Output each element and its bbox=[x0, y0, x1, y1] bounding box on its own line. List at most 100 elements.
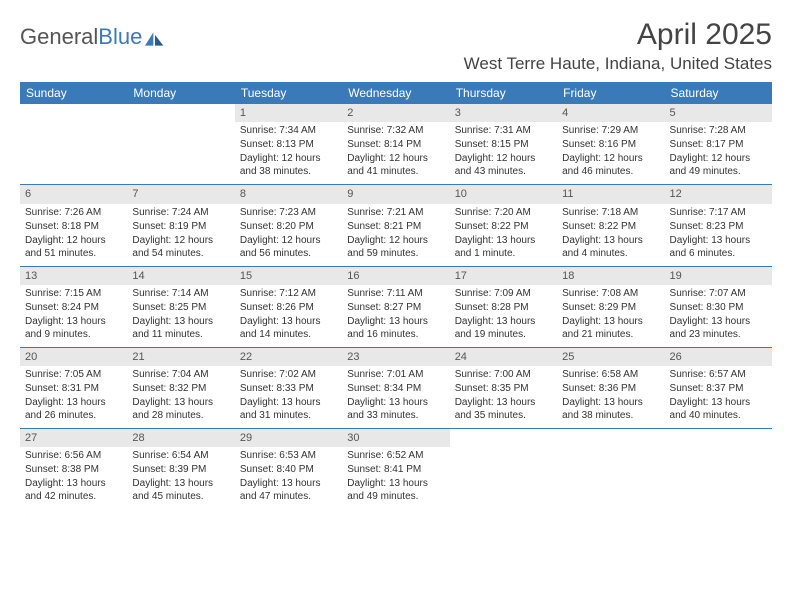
sunrise-text: Sunrise: 7:34 AM bbox=[240, 124, 337, 137]
sunrise-text: Sunrise: 7:09 AM bbox=[455, 287, 552, 300]
header: GeneralBlue April 2025 West Terre Haute,… bbox=[20, 18, 772, 74]
daylight-text: Daylight: 13 hours and 19 minutes. bbox=[455, 315, 552, 341]
calendar-cell: 20Sunrise: 7:05 AMSunset: 8:31 PMDayligh… bbox=[20, 348, 127, 428]
day-number: 6 bbox=[20, 185, 127, 203]
day-header-cell: Thursday bbox=[450, 82, 557, 104]
sunset-text: Sunset: 8:34 PM bbox=[347, 382, 444, 395]
daylight-text: Daylight: 13 hours and 23 minutes. bbox=[670, 315, 767, 341]
sunset-text: Sunset: 8:21 PM bbox=[347, 220, 444, 233]
day-number: 29 bbox=[235, 429, 342, 447]
day-number: 10 bbox=[450, 185, 557, 203]
sunrise-text: Sunrise: 7:17 AM bbox=[670, 206, 767, 219]
daylight-text: Daylight: 12 hours and 59 minutes. bbox=[347, 234, 444, 260]
daylight-text: Daylight: 13 hours and 47 minutes. bbox=[240, 477, 337, 503]
day-number: 22 bbox=[235, 348, 342, 366]
daylight-text: Daylight: 13 hours and 16 minutes. bbox=[347, 315, 444, 341]
calendar-cell: 17Sunrise: 7:09 AMSunset: 8:28 PMDayligh… bbox=[450, 267, 557, 347]
daylight-text: Daylight: 13 hours and 28 minutes. bbox=[132, 396, 229, 422]
calendar-cell: 22Sunrise: 7:02 AMSunset: 8:33 PMDayligh… bbox=[235, 348, 342, 428]
sunrise-text: Sunrise: 6:56 AM bbox=[25, 449, 122, 462]
calendar-cell-empty bbox=[450, 429, 557, 509]
day-number: 21 bbox=[127, 348, 234, 366]
calendar-cell-empty bbox=[20, 104, 127, 184]
day-number: 13 bbox=[20, 267, 127, 285]
day-number: 19 bbox=[665, 267, 772, 285]
day-number: 23 bbox=[342, 348, 449, 366]
day-header-cell: Sunday bbox=[20, 82, 127, 104]
day-header-cell: Wednesday bbox=[342, 82, 449, 104]
daylight-text: Daylight: 13 hours and 33 minutes. bbox=[347, 396, 444, 422]
calendar-cell-empty bbox=[127, 104, 234, 184]
sunrise-text: Sunrise: 7:24 AM bbox=[132, 206, 229, 219]
daylight-text: Daylight: 13 hours and 21 minutes. bbox=[562, 315, 659, 341]
calendar-cell: 11Sunrise: 7:18 AMSunset: 8:22 PMDayligh… bbox=[557, 185, 664, 265]
calendar-cell: 10Sunrise: 7:20 AMSunset: 8:22 PMDayligh… bbox=[450, 185, 557, 265]
sunset-text: Sunset: 8:15 PM bbox=[455, 138, 552, 151]
sunrise-text: Sunrise: 7:11 AM bbox=[347, 287, 444, 300]
sunrise-text: Sunrise: 6:53 AM bbox=[240, 449, 337, 462]
sunset-text: Sunset: 8:29 PM bbox=[562, 301, 659, 314]
daylight-text: Daylight: 13 hours and 9 minutes. bbox=[25, 315, 122, 341]
sunrise-text: Sunrise: 6:52 AM bbox=[347, 449, 444, 462]
day-number: 2 bbox=[342, 104, 449, 122]
page-subtitle: West Terre Haute, Indiana, United States bbox=[464, 54, 772, 74]
sunset-text: Sunset: 8:35 PM bbox=[455, 382, 552, 395]
sunset-text: Sunset: 8:14 PM bbox=[347, 138, 444, 151]
sunrise-text: Sunrise: 7:32 AM bbox=[347, 124, 444, 137]
day-number: 14 bbox=[127, 267, 234, 285]
sunrise-text: Sunrise: 7:28 AM bbox=[670, 124, 767, 137]
calendar-cell: 9Sunrise: 7:21 AMSunset: 8:21 PMDaylight… bbox=[342, 185, 449, 265]
daylight-text: Daylight: 13 hours and 38 minutes. bbox=[562, 396, 659, 422]
calendar-cell: 29Sunrise: 6:53 AMSunset: 8:40 PMDayligh… bbox=[235, 429, 342, 509]
day-header-cell: Tuesday bbox=[235, 82, 342, 104]
calendar-week: 1Sunrise: 7:34 AMSunset: 8:13 PMDaylight… bbox=[20, 104, 772, 184]
sunset-text: Sunset: 8:26 PM bbox=[240, 301, 337, 314]
day-number: 15 bbox=[235, 267, 342, 285]
sunset-text: Sunset: 8:32 PM bbox=[132, 382, 229, 395]
sunset-text: Sunset: 8:37 PM bbox=[670, 382, 767, 395]
calendar-cell: 7Sunrise: 7:24 AMSunset: 8:19 PMDaylight… bbox=[127, 185, 234, 265]
day-number: 28 bbox=[127, 429, 234, 447]
day-number: 16 bbox=[342, 267, 449, 285]
sunset-text: Sunset: 8:41 PM bbox=[347, 463, 444, 476]
sunrise-text: Sunrise: 7:07 AM bbox=[670, 287, 767, 300]
sunrise-text: Sunrise: 7:18 AM bbox=[562, 206, 659, 219]
logo: GeneralBlue bbox=[20, 24, 165, 50]
day-number: 25 bbox=[557, 348, 664, 366]
sunrise-text: Sunrise: 7:31 AM bbox=[455, 124, 552, 137]
calendar: SundayMondayTuesdayWednesdayThursdayFrid… bbox=[20, 82, 772, 509]
daylight-text: Daylight: 13 hours and 45 minutes. bbox=[132, 477, 229, 503]
calendar-header-row: SundayMondayTuesdayWednesdayThursdayFrid… bbox=[20, 82, 772, 104]
sunset-text: Sunset: 8:22 PM bbox=[562, 220, 659, 233]
day-number: 4 bbox=[557, 104, 664, 122]
sunrise-text: Sunrise: 7:01 AM bbox=[347, 368, 444, 381]
sunset-text: Sunset: 8:39 PM bbox=[132, 463, 229, 476]
sunrise-text: Sunrise: 7:26 AM bbox=[25, 206, 122, 219]
daylight-text: Daylight: 13 hours and 26 minutes. bbox=[25, 396, 122, 422]
day-number: 26 bbox=[665, 348, 772, 366]
day-number: 27 bbox=[20, 429, 127, 447]
calendar-cell: 27Sunrise: 6:56 AMSunset: 8:38 PMDayligh… bbox=[20, 429, 127, 509]
sunset-text: Sunset: 8:30 PM bbox=[670, 301, 767, 314]
sunrise-text: Sunrise: 7:12 AM bbox=[240, 287, 337, 300]
sunset-text: Sunset: 8:23 PM bbox=[670, 220, 767, 233]
calendar-cell: 1Sunrise: 7:34 AMSunset: 8:13 PMDaylight… bbox=[235, 104, 342, 184]
daylight-text: Daylight: 12 hours and 54 minutes. bbox=[132, 234, 229, 260]
day-header-cell: Saturday bbox=[665, 82, 772, 104]
calendar-cell: 13Sunrise: 7:15 AMSunset: 8:24 PMDayligh… bbox=[20, 267, 127, 347]
daylight-text: Daylight: 13 hours and 4 minutes. bbox=[562, 234, 659, 260]
page-title: April 2025 bbox=[464, 18, 772, 52]
day-number: 3 bbox=[450, 104, 557, 122]
calendar-cell: 28Sunrise: 6:54 AMSunset: 8:39 PMDayligh… bbox=[127, 429, 234, 509]
sunrise-text: Sunrise: 7:23 AM bbox=[240, 206, 337, 219]
daylight-text: Daylight: 12 hours and 46 minutes. bbox=[562, 152, 659, 178]
sunset-text: Sunset: 8:38 PM bbox=[25, 463, 122, 476]
daylight-text: Daylight: 13 hours and 35 minutes. bbox=[455, 396, 552, 422]
calendar-cell: 4Sunrise: 7:29 AMSunset: 8:16 PMDaylight… bbox=[557, 104, 664, 184]
day-number: 5 bbox=[665, 104, 772, 122]
sunset-text: Sunset: 8:22 PM bbox=[455, 220, 552, 233]
title-block: April 2025 West Terre Haute, Indiana, Un… bbox=[464, 18, 772, 74]
sunrise-text: Sunrise: 7:20 AM bbox=[455, 206, 552, 219]
sunrise-text: Sunrise: 7:04 AM bbox=[132, 368, 229, 381]
sunrise-text: Sunrise: 7:15 AM bbox=[25, 287, 122, 300]
